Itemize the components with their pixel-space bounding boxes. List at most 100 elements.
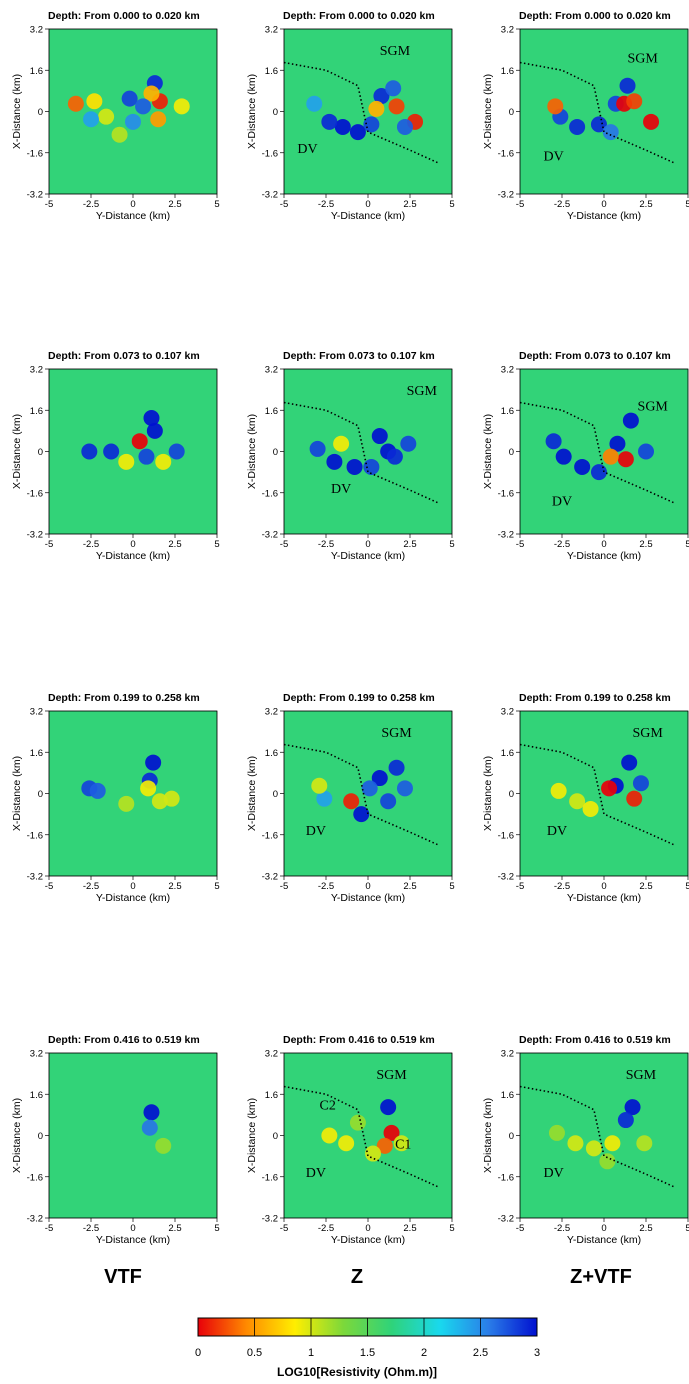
x-tick-label: -5 xyxy=(45,199,53,210)
y-tick-label: 0 xyxy=(38,789,43,800)
resistivity-anomaly xyxy=(334,118,351,135)
resistivity-anomaly xyxy=(306,95,323,112)
resistivity-anomaly xyxy=(83,111,99,128)
x-tick-label: -2.5 xyxy=(83,1223,99,1234)
resistivity-panel: Depth: From 0.073 to 0.107 km -5 -2.5 0 2.5 5… xyxy=(246,350,455,562)
y-tick-label: 1.6 xyxy=(501,1090,514,1101)
region-label-sgm: SGM xyxy=(627,52,658,67)
resistivity-anomaly xyxy=(396,780,413,797)
x-tick-label: 2.5 xyxy=(639,1223,652,1234)
y-axis-label: X-Distance (km) xyxy=(11,756,23,831)
resistivity-anomaly xyxy=(371,428,388,445)
y-tick-label: 0 xyxy=(38,1131,43,1142)
y-tick-label: -3.2 xyxy=(27,530,43,541)
resistivity-anomaly xyxy=(343,793,360,810)
resistivity-anomaly xyxy=(590,464,607,481)
x-tick-label: -5 xyxy=(516,1223,524,1234)
resistivity-panel: Depth: From 0.073 to 0.107 km -5 -2.5 0 2.5 5… xyxy=(11,350,220,562)
x-tick-label: -5 xyxy=(280,539,288,550)
y-axis-label: X-Distance (km) xyxy=(246,1098,258,1173)
resistivity-anomaly xyxy=(622,412,639,429)
resistivity-anomaly xyxy=(574,458,591,475)
x-tick-label: -2.5 xyxy=(554,539,570,550)
resistivity-anomaly xyxy=(582,800,599,817)
panel-background xyxy=(48,1052,218,1219)
resistivity-anomaly xyxy=(121,90,138,107)
x-tick-label: 0 xyxy=(130,1223,135,1234)
region-label-sgm: SGM xyxy=(638,399,669,414)
y-tick-label: 1.6 xyxy=(30,1090,43,1101)
y-tick-label: -3.2 xyxy=(27,190,43,201)
resistivity-anomaly xyxy=(590,116,607,133)
resistivity-anomaly xyxy=(626,790,643,807)
resistivity-anomaly xyxy=(103,443,120,460)
x-tick-label: -2.5 xyxy=(318,881,334,892)
x-tick-label: -2.5 xyxy=(554,199,570,210)
y-axis-label: X-Distance (km) xyxy=(482,756,494,831)
panel-grid: Depth: From 0.000 to 0.020 km -5 -2.5 0 2.5 5… xyxy=(11,10,689,1246)
y-tick-label: 3.2 xyxy=(501,707,514,718)
panel-background xyxy=(519,28,689,195)
resistivity-anomaly xyxy=(98,108,115,125)
resistivity-panel: Depth: From 0.000 to 0.020 km -5 -2.5 0 2.5 5… xyxy=(11,10,220,222)
region-label-c2: C2 xyxy=(320,1099,336,1114)
x-tick-label: 5 xyxy=(685,199,689,210)
y-tick-label: -3.2 xyxy=(498,530,514,541)
y-axis-label: X-Distance (km) xyxy=(482,414,494,489)
x-tick-label: 5 xyxy=(449,539,454,550)
resistivity-anomaly xyxy=(94,1135,111,1152)
depth-title: Depth: From 0.199 to 0.258 km xyxy=(283,692,435,704)
y-tick-label: 1.6 xyxy=(501,748,514,759)
colorbar-tick-label: 0 xyxy=(195,1347,201,1359)
y-tick-label: 3.2 xyxy=(501,25,514,36)
resistivity-anomaly xyxy=(316,790,333,807)
region-label-dv: DV xyxy=(543,1166,563,1181)
resistivity-anomaly xyxy=(547,98,564,115)
x-tick-label: 5 xyxy=(449,1223,454,1234)
x-tick-label: 2.5 xyxy=(403,1223,416,1234)
resistivity-anomaly xyxy=(383,1124,400,1141)
resistivity-anomaly xyxy=(569,118,586,135)
x-tick-label: 2.5 xyxy=(168,881,181,892)
y-tick-label: 1.6 xyxy=(265,748,278,759)
y-tick-label: -1.6 xyxy=(262,148,278,159)
region-label-sgm: SGM xyxy=(407,384,438,399)
x-tick-label: -2.5 xyxy=(554,1223,570,1234)
x-tick-label: 5 xyxy=(685,1223,689,1234)
panel-background xyxy=(283,1052,453,1219)
x-tick-label: -2.5 xyxy=(83,539,99,550)
x-tick-label: 2.5 xyxy=(403,881,416,892)
resistivity-anomaly xyxy=(311,777,328,794)
y-tick-label: 3.2 xyxy=(265,25,278,36)
colorbar-ticks: 0 0.5 1 1.5 2 2.5 3 xyxy=(195,1318,540,1359)
y-tick-label: -1.6 xyxy=(498,830,514,841)
anomaly-layer xyxy=(309,428,417,475)
y-tick-label: -3.2 xyxy=(27,872,43,883)
y-tick-label: -3.2 xyxy=(27,1214,43,1225)
resistivity-anomaly xyxy=(143,409,160,426)
y-tick-label: -1.6 xyxy=(262,488,278,499)
x-axis-label: Y-Distance (km) xyxy=(96,1234,170,1246)
depth-title: Depth: From 0.416 to 0.519 km xyxy=(519,1034,671,1046)
x-tick-label: -5 xyxy=(516,539,524,550)
y-axis-label: X-Distance (km) xyxy=(246,414,258,489)
resistivity-anomaly xyxy=(143,1104,160,1121)
x-tick-label: 0 xyxy=(130,539,135,550)
resistivity-anomaly xyxy=(643,113,660,130)
resistivity-anomaly xyxy=(168,443,185,460)
x-axis-label: Y-Distance (km) xyxy=(567,550,641,562)
resistivity-anomaly xyxy=(636,1135,653,1152)
colorbar-tick-label: 2.5 xyxy=(473,1347,488,1359)
anomaly-layer xyxy=(550,754,649,817)
x-tick-label: 5 xyxy=(685,539,689,550)
resistivity-panel: Depth: From 0.416 to 0.519 km -5 -2.5 0 2.5 5… xyxy=(482,1034,689,1246)
resistivity-anomaly xyxy=(353,806,370,823)
resistivity-anomaly xyxy=(385,80,402,97)
depth-title: Depth: From 0.416 to 0.519 km xyxy=(283,1034,435,1046)
y-axis-label: X-Distance (km) xyxy=(246,756,258,831)
resistivity-panel: Depth: From 0.199 to 0.258 km -5 -2.5 0 2.5 5… xyxy=(11,692,220,904)
y-tick-label: 0 xyxy=(509,447,514,458)
resistivity-anomaly xyxy=(380,793,397,810)
x-tick-label: -2.5 xyxy=(318,539,334,550)
x-axis-label: Y-Distance (km) xyxy=(331,550,405,562)
